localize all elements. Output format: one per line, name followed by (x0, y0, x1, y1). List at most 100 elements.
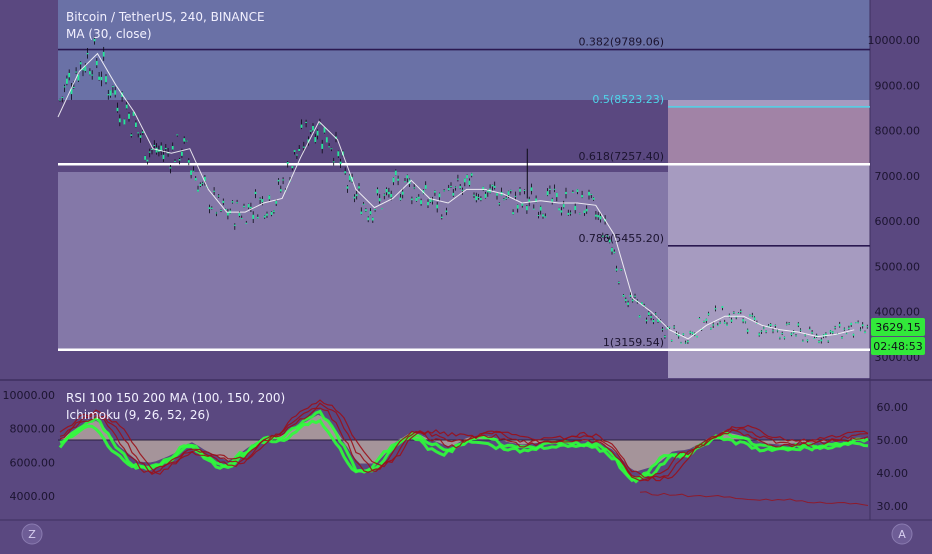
candle-body (98, 76, 100, 80)
candle-body (337, 151, 340, 157)
candle-body (657, 319, 659, 322)
ichimoku-indicator-label: Ichimoku (9, 26, 52, 26) (66, 408, 210, 422)
candle-body (378, 198, 381, 202)
candle-body (751, 315, 754, 317)
rsi-trace (59, 399, 869, 482)
candle-body (760, 330, 763, 332)
candle-body (480, 197, 482, 201)
candle-body (569, 212, 572, 214)
candle-body (109, 90, 112, 96)
candle-body (273, 210, 275, 212)
fib-level-label: 0.618(7257.40) (578, 150, 664, 163)
candle-body (799, 329, 802, 331)
candle-body (491, 184, 494, 187)
price-tick-label: 4000.00 (875, 306, 921, 319)
candle-body (231, 201, 234, 203)
candle-body (493, 185, 496, 188)
candle-body (631, 299, 634, 302)
candle-body (250, 206, 252, 209)
candle-body (774, 324, 777, 326)
candle-body (825, 333, 827, 336)
candle-body (183, 138, 186, 142)
symbol-title: Bitcoin / TetherUS, 240, BINANCE (66, 10, 265, 24)
candle-body (263, 215, 266, 218)
candle-body (123, 119, 126, 125)
time-axis-strip (0, 520, 932, 550)
candle-body (726, 324, 728, 326)
candle-body (399, 197, 402, 201)
candle-body (75, 71, 77, 73)
candle-body (139, 135, 142, 138)
candle-body (684, 342, 687, 344)
candle-body (240, 217, 243, 219)
candle-body (808, 329, 811, 331)
candle-body (661, 328, 664, 330)
candle-body (457, 178, 459, 180)
candle-body (82, 68, 84, 71)
candle-body (125, 104, 128, 109)
candle-body (682, 333, 685, 335)
candle-body (721, 305, 724, 308)
candle-body (519, 188, 521, 192)
candle-body (436, 204, 439, 209)
candle-body (567, 212, 570, 215)
candle-body (730, 319, 733, 322)
candle-body (420, 200, 422, 205)
candle-body (429, 198, 432, 203)
candle-body (516, 204, 519, 209)
auto-scale-button[interactable]: A (891, 523, 913, 545)
candle-body (769, 323, 772, 326)
candle-body (300, 124, 303, 128)
candle-body (507, 191, 510, 196)
candle-body (307, 139, 310, 143)
candle-body (578, 213, 581, 215)
candle-body (376, 189, 379, 194)
candle-body (174, 160, 176, 162)
candle-body (141, 131, 144, 133)
zoom-button-label: Z (28, 528, 36, 541)
candle-body (72, 87, 75, 89)
candle-body (783, 336, 786, 339)
candle-body (261, 199, 264, 203)
rsi-tick-label: 40.00 (877, 467, 909, 480)
candle-body (735, 316, 738, 318)
candle-body (185, 140, 188, 142)
candle-body (475, 196, 478, 201)
candle-body (555, 192, 558, 198)
candle-body (638, 315, 641, 318)
candle-body (79, 62, 82, 65)
countdown-badge (871, 337, 925, 355)
candle-body (484, 193, 487, 198)
candle-body (779, 337, 781, 339)
fib-zone-dark (58, 172, 668, 350)
zoom-button[interactable]: Z (21, 523, 43, 545)
candle-body (597, 215, 600, 218)
candle-body (629, 294, 632, 297)
candle-body (551, 198, 554, 202)
candle-body (348, 175, 351, 181)
candle-body (620, 269, 623, 271)
candle-body (440, 216, 443, 219)
candle-body (641, 302, 643, 305)
candle-body (712, 324, 715, 326)
candle-body (116, 107, 119, 112)
candle-body (291, 166, 294, 169)
ma-30-line (57, 52, 855, 340)
candle-body (797, 323, 800, 326)
candle-body (63, 86, 66, 88)
candle-body (611, 247, 613, 252)
candle-body (852, 333, 855, 336)
candle-body (854, 322, 857, 324)
price-tick-label: 9000.00 (875, 79, 921, 92)
candle-body (850, 322, 853, 326)
candle-body (733, 312, 735, 314)
candle-body (224, 208, 227, 210)
candle-body (512, 212, 514, 215)
candle-body (153, 144, 156, 146)
candle-body (374, 209, 376, 211)
candle-body (86, 52, 89, 55)
candle-body (144, 156, 146, 160)
candle-body (128, 113, 130, 119)
candle-body (790, 333, 793, 336)
candle-body (227, 212, 229, 216)
